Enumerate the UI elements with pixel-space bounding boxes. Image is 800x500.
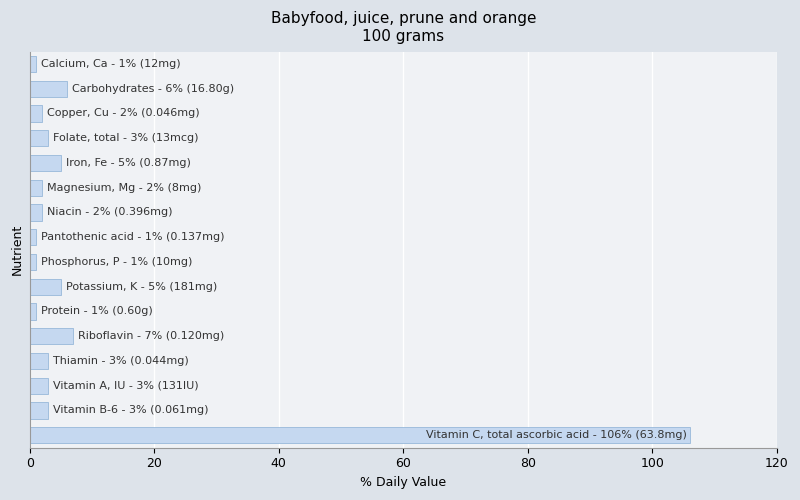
Text: Vitamin B-6 - 3% (0.061mg): Vitamin B-6 - 3% (0.061mg) xyxy=(54,406,209,415)
X-axis label: % Daily Value: % Daily Value xyxy=(360,476,446,489)
Text: Iron, Fe - 5% (0.87mg): Iron, Fe - 5% (0.87mg) xyxy=(66,158,190,168)
Bar xyxy=(30,328,74,344)
Bar xyxy=(30,427,690,444)
Bar xyxy=(30,130,48,146)
Bar xyxy=(30,204,42,220)
Text: Carbohydrates - 6% (16.80g): Carbohydrates - 6% (16.80g) xyxy=(72,84,234,94)
Bar xyxy=(30,402,48,418)
Text: Copper, Cu - 2% (0.046mg): Copper, Cu - 2% (0.046mg) xyxy=(47,108,200,118)
Text: Phosphorus, P - 1% (10mg): Phosphorus, P - 1% (10mg) xyxy=(41,257,192,267)
Text: Protein - 1% (0.60g): Protein - 1% (0.60g) xyxy=(41,306,153,316)
Bar xyxy=(30,378,48,394)
Bar xyxy=(30,278,61,295)
Text: Folate, total - 3% (13mcg): Folate, total - 3% (13mcg) xyxy=(54,133,199,143)
Bar xyxy=(30,106,42,122)
Text: Vitamin C, total ascorbic acid - 106% (63.8mg): Vitamin C, total ascorbic acid - 106% (6… xyxy=(426,430,686,440)
Text: Vitamin A, IU - 3% (131IU): Vitamin A, IU - 3% (131IU) xyxy=(54,380,199,390)
Y-axis label: Nutrient: Nutrient xyxy=(11,224,24,275)
Text: Thiamin - 3% (0.044mg): Thiamin - 3% (0.044mg) xyxy=(54,356,189,366)
Text: Magnesium, Mg - 2% (8mg): Magnesium, Mg - 2% (8mg) xyxy=(47,182,202,192)
Text: Niacin - 2% (0.396mg): Niacin - 2% (0.396mg) xyxy=(47,208,173,218)
Bar xyxy=(30,180,42,196)
Title: Babyfood, juice, prune and orange
100 grams: Babyfood, juice, prune and orange 100 gr… xyxy=(270,11,536,44)
Bar xyxy=(30,353,48,369)
Bar xyxy=(30,56,36,72)
Bar xyxy=(30,155,61,171)
Text: Calcium, Ca - 1% (12mg): Calcium, Ca - 1% (12mg) xyxy=(41,59,181,69)
Bar xyxy=(30,229,36,246)
Text: Riboflavin - 7% (0.120mg): Riboflavin - 7% (0.120mg) xyxy=(78,331,225,341)
Bar xyxy=(30,304,36,320)
Bar xyxy=(30,254,36,270)
Text: Pantothenic acid - 1% (0.137mg): Pantothenic acid - 1% (0.137mg) xyxy=(41,232,224,242)
Bar xyxy=(30,80,67,97)
Text: Potassium, K - 5% (181mg): Potassium, K - 5% (181mg) xyxy=(66,282,217,292)
